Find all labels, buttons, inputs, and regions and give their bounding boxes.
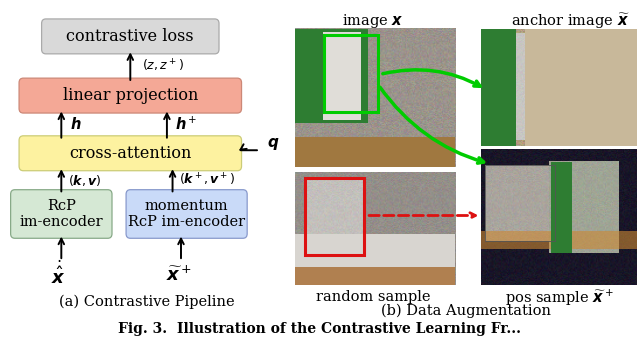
Text: $(\boldsymbol{k}^+, \boldsymbol{v}^+)$: $(\boldsymbol{k}^+, \boldsymbol{v}^+)$ bbox=[179, 172, 235, 189]
FancyBboxPatch shape bbox=[126, 190, 247, 238]
Bar bbox=[324, 35, 378, 112]
FancyBboxPatch shape bbox=[19, 78, 241, 113]
FancyBboxPatch shape bbox=[42, 19, 219, 54]
Bar bbox=[294, 234, 455, 285]
Text: $(\boldsymbol{k}, \boldsymbol{v})$: $(\boldsymbol{k}, \boldsymbol{v})$ bbox=[68, 173, 102, 188]
Text: pos sample $\widetilde{\boldsymbol{x}}^+$: pos sample $\widetilde{\boldsymbol{x}}^+… bbox=[505, 287, 614, 307]
Text: $\boldsymbol{q}$: $\boldsymbol{q}$ bbox=[267, 136, 279, 152]
Polygon shape bbox=[323, 32, 361, 120]
Text: (a) Contrastive Pipeline: (a) Contrastive Pipeline bbox=[60, 295, 235, 309]
Bar bbox=[305, 178, 364, 255]
Bar bbox=[551, 162, 572, 253]
Bar bbox=[481, 231, 637, 249]
Text: anchor image $\widetilde{\boldsymbol{x}}$: anchor image $\widetilde{\boldsymbol{x}}… bbox=[511, 12, 630, 31]
Text: $\boldsymbol{h}$: $\boldsymbol{h}$ bbox=[70, 116, 81, 132]
Text: image $\boldsymbol{x}$: image $\boldsymbol{x}$ bbox=[342, 12, 404, 30]
FancyBboxPatch shape bbox=[11, 190, 112, 238]
Text: $(z, z^+)$: $(z, z^+)$ bbox=[141, 58, 184, 74]
Text: $\dot{\hat{\boldsymbol{x}}}$: $\dot{\hat{\boldsymbol{x}}}$ bbox=[51, 261, 66, 288]
Text: contrastive loss: contrastive loss bbox=[67, 28, 194, 45]
Bar bbox=[525, 29, 637, 146]
Bar bbox=[294, 137, 455, 167]
Text: (b) Data Augmentation: (b) Data Augmentation bbox=[381, 304, 550, 318]
FancyBboxPatch shape bbox=[19, 136, 241, 171]
Text: random sample: random sample bbox=[316, 291, 431, 305]
Polygon shape bbox=[294, 29, 368, 123]
Text: $\boldsymbol{h}^+$: $\boldsymbol{h}^+$ bbox=[175, 116, 198, 133]
Text: linear projection: linear projection bbox=[63, 87, 198, 104]
Bar bbox=[484, 166, 554, 241]
Text: $\widetilde{\boldsymbol{x}}^+$: $\widetilde{\boldsymbol{x}}^+$ bbox=[166, 265, 193, 285]
Text: Fig. 3.  Illustration of the Contrastive Learning Fr...: Fig. 3. Illustration of the Contrastive … bbox=[118, 322, 522, 336]
Text: cross-attention: cross-attention bbox=[69, 145, 191, 162]
Text: momentum
RcP im-encoder: momentum RcP im-encoder bbox=[128, 199, 245, 229]
Bar bbox=[294, 267, 455, 285]
Bar bbox=[481, 29, 516, 146]
Text: RcP
im-encoder: RcP im-encoder bbox=[19, 199, 103, 229]
